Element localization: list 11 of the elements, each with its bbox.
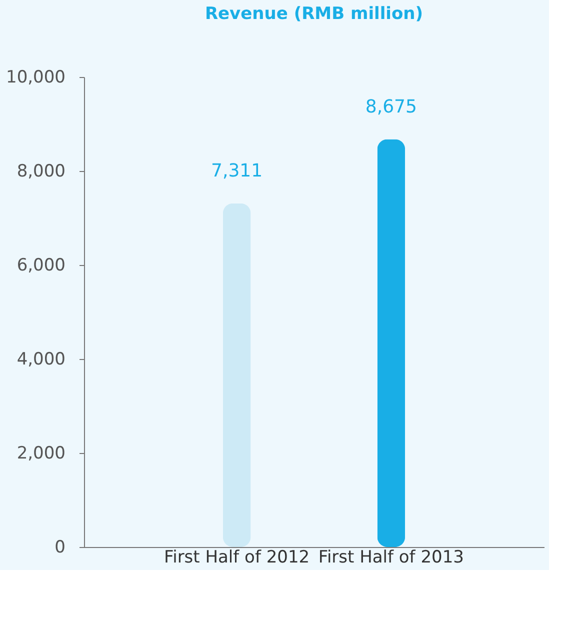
x-tick-label: First Half of 2013 [318, 548, 464, 568]
y-tick-label: 10,000 [6, 68, 66, 88]
y-tick-label: 2,000 [16, 444, 66, 464]
y-tick-label: 4,000 [16, 350, 66, 370]
data-label: 8,675 [365, 96, 417, 118]
data-label: 7,311 [211, 160, 263, 182]
y-tick-label: 0 [54, 538, 66, 558]
y-tick-label: 8,000 [16, 162, 66, 182]
x-tick-label: First Half of 2012 [164, 548, 310, 568]
y-tick-label: 6,000 [16, 256, 66, 276]
chart-title: Revenue (RMB million) [204, 4, 424, 24]
